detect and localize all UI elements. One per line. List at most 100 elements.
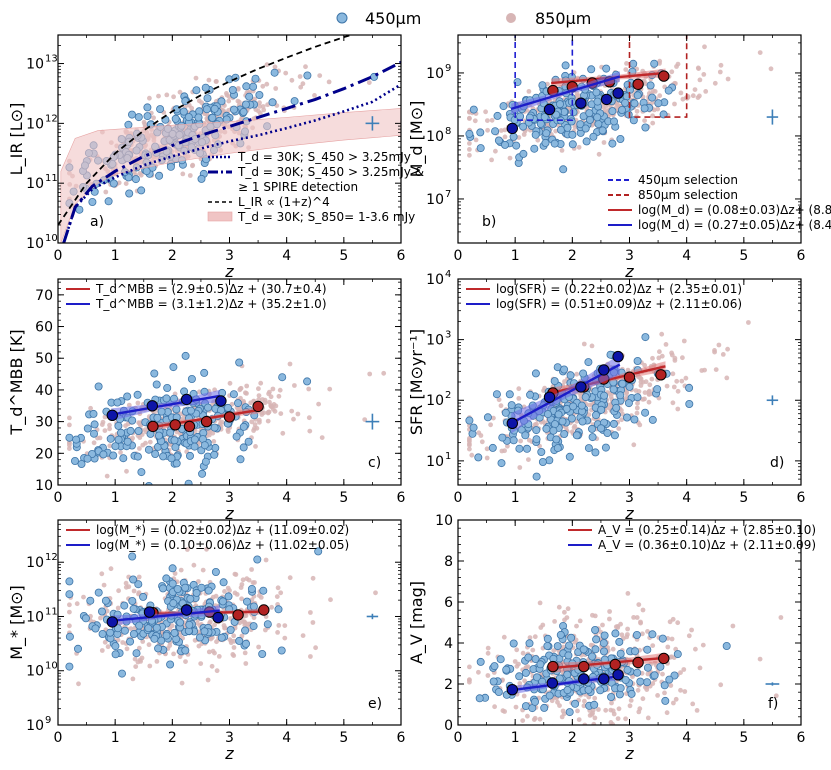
point-850 <box>616 426 622 431</box>
point-450 <box>588 433 597 442</box>
y-tick-exponent: 11 <box>45 173 58 184</box>
point-850 <box>225 585 231 591</box>
point-450 <box>170 436 179 445</box>
point-450 <box>106 434 115 443</box>
point-450 <box>722 642 731 651</box>
point-850 <box>235 86 241 92</box>
point-450 <box>492 390 501 399</box>
y-tick-label: 0 <box>444 718 453 734</box>
point-450 <box>567 117 576 126</box>
x-tick-label: 5 <box>739 248 748 264</box>
point-450 <box>200 441 209 450</box>
point-850 <box>610 708 616 714</box>
bin-point-red <box>632 78 644 91</box>
point-450 <box>195 633 204 642</box>
point-850 <box>197 389 202 395</box>
point-850 <box>692 87 698 92</box>
x-tick-label: 1 <box>111 490 120 506</box>
legend: log(SFR) = (0.22±0.02)Δz + (2.35±0.01)lo… <box>466 282 742 311</box>
point-850 <box>712 349 717 355</box>
point-850 <box>610 722 616 725</box>
y-tick-label: 10 <box>426 272 444 288</box>
point-450 <box>610 117 619 126</box>
point-850 <box>307 428 313 434</box>
point-850 <box>472 118 478 124</box>
point-450 <box>150 634 159 643</box>
point-450 <box>588 424 597 433</box>
point-850 <box>211 439 217 444</box>
point-850 <box>610 646 616 652</box>
point-450 <box>578 417 587 426</box>
point-850 <box>187 173 193 178</box>
legend-marker-850 <box>506 13 516 23</box>
point-450 <box>129 630 138 639</box>
point-850 <box>589 343 595 349</box>
x-tick-label: 0 <box>454 248 463 264</box>
point-450 <box>77 459 86 468</box>
point-450 <box>223 403 232 412</box>
x-tick-label: 5 <box>339 248 348 264</box>
point-850 <box>656 355 662 361</box>
point-450 <box>489 677 498 686</box>
point-850 <box>231 653 237 658</box>
bin-point-blue <box>506 417 518 429</box>
bin-point-blue <box>212 611 224 624</box>
point-850 <box>634 108 640 114</box>
point-850 <box>624 61 629 66</box>
plot-area <box>65 351 387 485</box>
point-850 <box>635 687 641 693</box>
point-450 <box>497 459 506 468</box>
point-450 <box>648 630 657 639</box>
point-850 <box>675 620 681 626</box>
point-850 <box>521 693 527 699</box>
point-850 <box>479 439 485 445</box>
point-850 <box>254 425 260 431</box>
point-450 <box>104 197 113 206</box>
point-450 <box>235 636 244 645</box>
y-tick-exponent: 10 <box>45 233 58 244</box>
point-850 <box>258 595 264 600</box>
point-450 <box>134 113 143 122</box>
point-450 <box>65 632 74 641</box>
point-450 <box>137 468 146 477</box>
point-850 <box>232 571 238 577</box>
point-850 <box>645 629 650 634</box>
point-850 <box>513 704 519 710</box>
plot-area <box>58 35 401 243</box>
point-450 <box>653 385 662 394</box>
point-450 <box>658 634 667 643</box>
point-850 <box>213 79 219 84</box>
y-tick-exponent: 12 <box>45 113 58 124</box>
point-850 <box>638 619 643 625</box>
point-850 <box>638 729 643 734</box>
point-450 <box>542 129 551 138</box>
bin-point-red <box>200 415 213 428</box>
point-450 <box>641 408 650 417</box>
x-tick-label: 3 <box>225 490 234 506</box>
y-tick-label: 40 <box>35 383 53 399</box>
point-850 <box>171 94 177 100</box>
point-450 <box>553 642 562 651</box>
point-450 <box>526 390 535 399</box>
point-450 <box>532 435 541 444</box>
point-850 <box>625 626 630 632</box>
point-850 <box>167 626 173 632</box>
point-850 <box>675 406 681 412</box>
x-tick-label: 6 <box>397 248 406 264</box>
point-850 <box>565 606 571 612</box>
y-axis-label: SFR [M⊙yr⁻¹] <box>407 329 426 435</box>
point-450 <box>203 403 212 412</box>
point-450 <box>65 433 74 442</box>
point-450 <box>114 435 123 444</box>
point-850 <box>576 717 582 722</box>
point-450 <box>636 677 645 686</box>
point-450 <box>201 83 210 92</box>
point-850 <box>204 546 209 552</box>
point-450 <box>494 688 503 697</box>
point-450 <box>249 82 258 91</box>
point-450 <box>488 443 497 452</box>
legend-marker-450 <box>336 12 348 24</box>
point-450 <box>111 442 120 451</box>
fit-line-blue <box>510 75 621 111</box>
point-850 <box>366 80 372 85</box>
